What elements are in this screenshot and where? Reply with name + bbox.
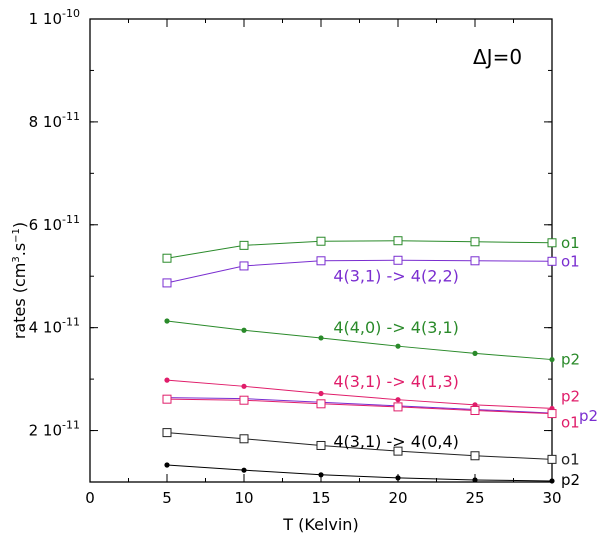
data-point-square [393,236,403,246]
data-point-dot [395,343,401,349]
data-point-square [393,255,403,265]
x-tick-label: 25 [465,489,484,507]
transition-annotation: 4(3,1) -> 4(1,3) [333,372,459,391]
series-line [166,464,553,482]
x-tick-label: 30 [542,489,561,507]
data-point-dot [164,318,170,324]
data-point-dot [549,356,555,363]
data-point-square [316,256,326,266]
data-point-square [162,253,172,263]
data-point-dot [164,377,170,383]
series-line [166,240,553,259]
x-tick-label: 20 [388,489,407,507]
data-point-square [316,236,326,246]
y-axis-label: rates (cm3.s−1) [10,222,29,339]
chart-title: ΔJ=0 [473,45,522,69]
data-point-square [316,399,326,409]
data-point-square [470,451,480,461]
series-line [166,259,553,284]
x-tick-label: 0 [85,489,95,507]
series-end-label: o1 [561,414,580,432]
series-end-label: p2 [561,387,580,405]
data-point-dot [241,327,247,333]
data-point-dot [241,467,247,473]
data-point-square [547,454,557,464]
series-line [166,397,553,414]
data-point-square [470,405,480,415]
y-tick-label: 8 10-11 [29,110,80,131]
data-point-square [547,409,557,419]
series-end-label: p2 [561,471,580,489]
x-tick-label: 5 [162,489,172,507]
data-point-square [470,237,480,247]
data-point-dot [395,475,401,481]
data-point-dot [395,397,401,403]
x-tick-label: 15 [311,489,330,507]
transition-annotation: 4(3,1) -> 4(2,2) [333,266,459,285]
series-line [166,398,553,415]
series-line [166,379,553,409]
series-line [166,320,553,361]
data-point-square [470,256,480,266]
data-point-square [239,434,249,444]
plot-frame [89,18,553,483]
x-tick-label: 10 [234,489,253,507]
y-tick-label: 4 10-11 [29,316,80,337]
data-point-dot [472,350,478,356]
data-point-square [239,395,249,405]
data-point-square [393,446,403,456]
series-end-label: o1 [561,252,580,270]
series-end-label: o1 [561,450,580,468]
data-point-square [239,240,249,250]
x-axis-label: T (Kelvin) [282,515,358,534]
data-point-dot [549,478,555,484]
transition-annotation: 4(3,1) -> 4(0,4) [333,432,459,451]
data-point-dot [164,462,170,468]
data-point-dot [241,383,247,389]
data-point-square [393,402,403,412]
data-point-square [162,394,172,404]
series-end-label: o1 [561,234,580,252]
data-point-square [162,278,172,288]
data-point-dot [472,477,478,483]
y-tick-label: 6 10-11 [29,213,80,234]
data-point-dot [318,390,324,397]
data-point-dot [318,335,324,341]
data-point-square [239,261,249,271]
transition-annotation: 4(4,0) -> 4(3,1) [333,318,459,337]
y-tick-label: 2 10-11 [29,419,80,440]
series-end-label: p2 [561,351,580,369]
data-point-square [316,440,326,450]
data-point-square [547,256,557,266]
y-tick-label: 1 10-10 [29,7,80,28]
data-point-square [547,238,557,248]
data-point-square [162,428,172,438]
series-end-label: p2 [579,407,598,425]
series-line [166,432,553,460]
data-point-dot [318,472,324,478]
